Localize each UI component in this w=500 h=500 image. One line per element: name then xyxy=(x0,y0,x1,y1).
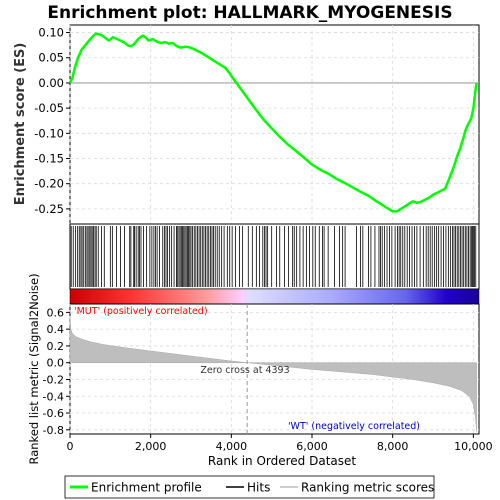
chart-title: Enrichment plot: HALLMARK_MYOGENESIS xyxy=(47,3,452,23)
legend-metric-label: Ranking metric scores xyxy=(301,481,434,495)
es-y-tick-label: -0.05 xyxy=(34,101,64,115)
hits-marks xyxy=(70,226,477,287)
es-y-tick-label: -0.10 xyxy=(34,126,64,140)
metric-grid xyxy=(69,304,479,434)
x-tick-label: 0 xyxy=(67,440,74,453)
es-y-tick-label: 0.00 xyxy=(38,76,64,90)
es-y-tick-label: 0.05 xyxy=(38,51,64,65)
es-y-tick-label: 0.10 xyxy=(38,26,64,40)
metric-y-tick-label: 0.4 xyxy=(47,323,65,336)
metric-x-ticks: 0 2,000 4,000 6,000 8,000 10,000 xyxy=(67,434,493,453)
es-y-tick-label: -0.15 xyxy=(34,152,64,166)
hits-panel-frame xyxy=(69,223,480,290)
ranking-metric-area xyxy=(69,316,477,432)
es-y-axis-label: Enrichment score (ES) xyxy=(13,43,28,206)
legend-hits-label: Hits xyxy=(247,481,270,495)
es-y-ticks: 0.10 0.05 0.00 -0.05 -0.10 -0.15 -0.20 -0.25 xyxy=(34,26,70,216)
metric-y-tick-label: 0.0 xyxy=(47,357,65,370)
metric-y-tick-label: -0.6 xyxy=(43,407,64,420)
x-tick-label: 4,000 xyxy=(216,440,248,453)
legend-profile-label: Enrichment profile xyxy=(91,481,202,495)
metric-y-tick-label: 0.6 xyxy=(47,306,65,319)
rank-color-bar xyxy=(69,288,480,305)
x-tick-label: 10,000 xyxy=(454,440,493,453)
metric-y-tick-label: -0.8 xyxy=(43,424,64,437)
metric-y-tick-label: -0.2 xyxy=(43,373,64,386)
x-tick-label: 8,000 xyxy=(377,440,409,453)
zero-cross-label: Zero cross at 4393 xyxy=(200,365,289,376)
x-axis-label: Rank in Ordered Dataset xyxy=(208,454,356,468)
metric-y-tick-label: -0.4 xyxy=(43,390,64,403)
metric-panel-frame xyxy=(69,303,480,435)
enrichment-profile-line xyxy=(68,32,478,213)
x-tick-label: 6,000 xyxy=(296,440,328,453)
es-y-tick-label: -0.20 xyxy=(34,177,64,191)
es-y-tick-label: -0.25 xyxy=(34,202,64,216)
neg-correlation-label: 'WT' (negatively correlated) xyxy=(288,421,420,432)
es-grid xyxy=(69,25,479,224)
x-tick-label: 2,000 xyxy=(135,440,167,453)
pos-correlation-label: 'MUT' (positively correlated) xyxy=(74,306,208,317)
es-panel-frame xyxy=(69,24,480,225)
metric-y-axis-label: Ranked list metric (Signal2Noise) xyxy=(27,273,41,464)
metric-y-tick-label: 0.2 xyxy=(47,340,65,353)
metric-y-ticks: 0.6 0.4 0.2 0.0 -0.2 -0.4 -0.6 -0.8 xyxy=(43,306,70,437)
legend-box xyxy=(64,475,435,499)
